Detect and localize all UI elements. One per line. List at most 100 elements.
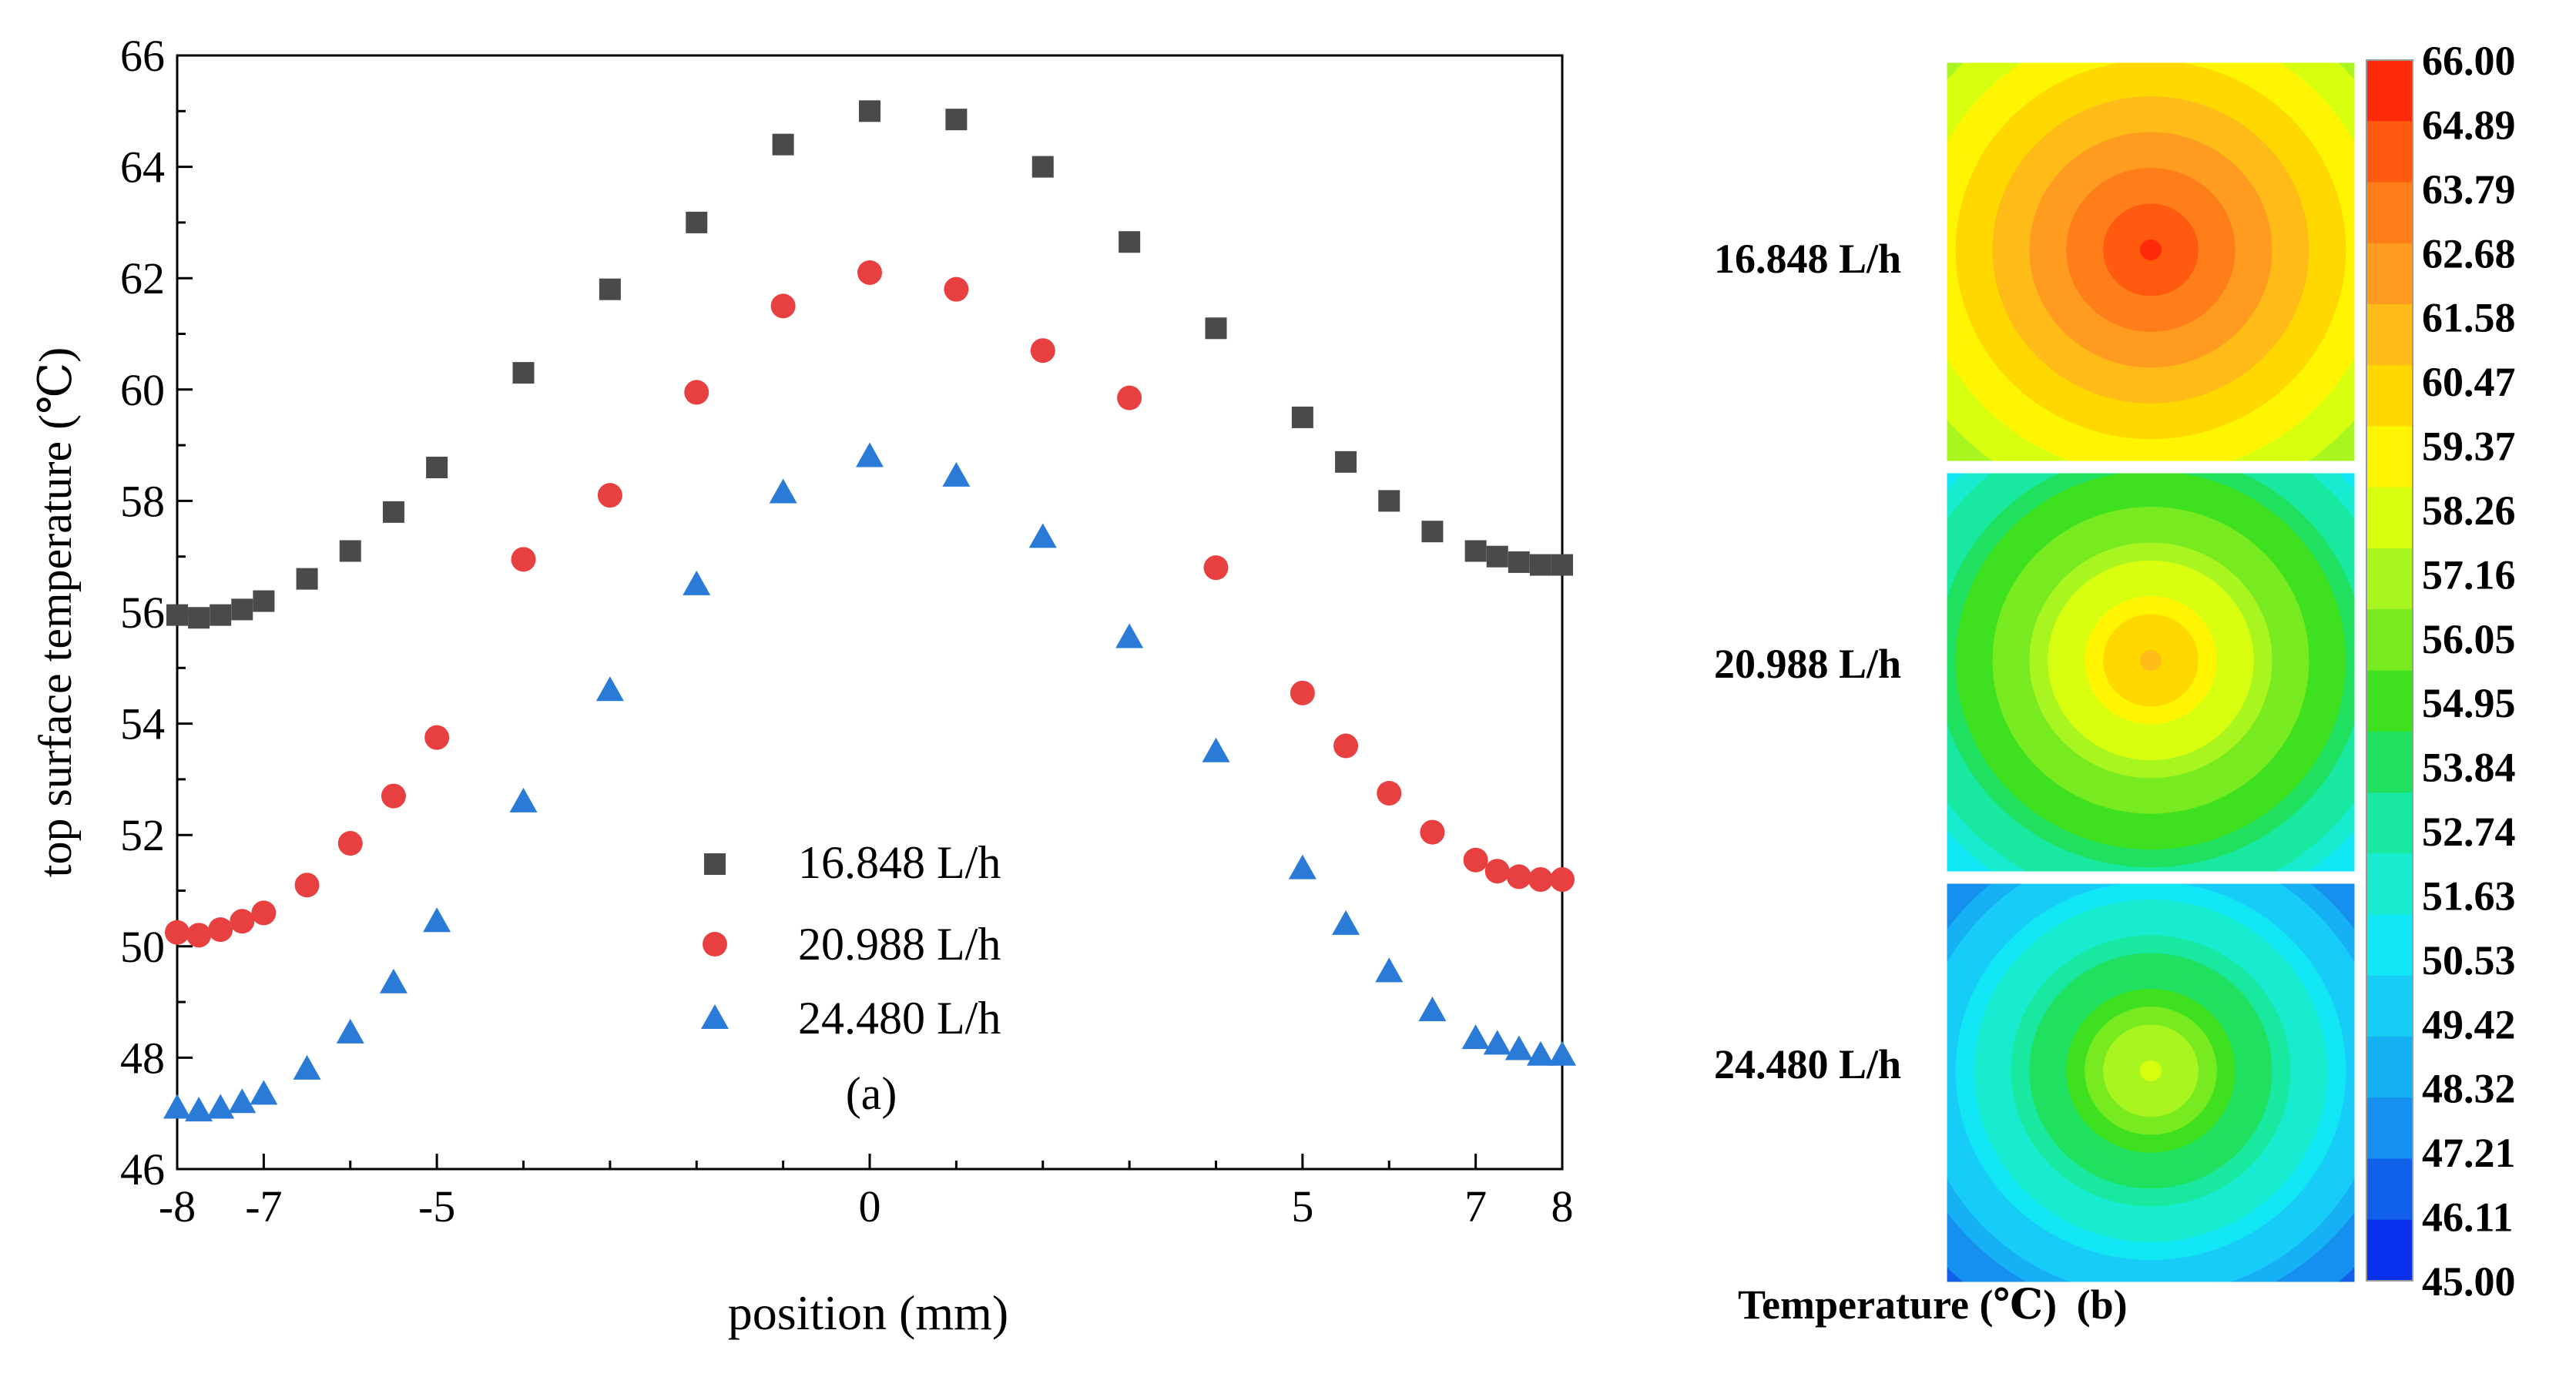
data-point (1115, 623, 1144, 648)
colorbar (2366, 60, 2413, 1282)
data-point (1484, 859, 1510, 884)
data-point (1030, 338, 1055, 364)
data-point (769, 478, 797, 504)
data-point (595, 676, 624, 702)
colorbar-tick-label: 56.05 (2422, 616, 2516, 662)
colorbar-tick-label: 45.00 (2422, 1258, 2516, 1305)
data-point (339, 540, 361, 562)
colorbar-band (2366, 243, 2413, 305)
data-point (683, 570, 711, 595)
temperature-map-0 (1946, 62, 2356, 462)
colorbar-tick-label: 54.95 (2422, 680, 2516, 726)
x-tick-label: 7 (1464, 1181, 1487, 1231)
y-tick-label: 64 (120, 142, 165, 193)
data-point (426, 457, 448, 479)
colorbar-tick-label: 59.37 (2422, 424, 2516, 470)
colorbar-band (2366, 1037, 2413, 1098)
colorbar-tick-label: 66.00 (2422, 38, 2516, 84)
data-point (1508, 551, 1530, 573)
data-point (165, 920, 190, 945)
data-point (684, 380, 709, 405)
colorbar-tick-label: 57.16 (2422, 551, 2516, 598)
y-tick-label: 52 (120, 810, 165, 860)
x-tick-label: 8 (1551, 1181, 1574, 1231)
x-tick-label: 5 (1291, 1181, 1313, 1231)
series-1 (165, 260, 1575, 948)
series-0 (166, 100, 1573, 629)
data-point (1418, 996, 1447, 1021)
legend-marker (701, 1004, 729, 1029)
legend-entry-2: 24.480 L/h (701, 993, 1001, 1044)
data-point (1504, 1035, 1533, 1060)
colorbar-band (2366, 1097, 2413, 1159)
data-point (1028, 523, 1057, 548)
data-point (1117, 385, 1142, 410)
data-point (336, 1018, 364, 1044)
colorbar-band (2366, 182, 2413, 244)
data-point (511, 547, 536, 572)
legend-label-2: 24.480 L/h (798, 993, 1001, 1044)
y-tick-label: 54 (120, 699, 165, 749)
y-axis-tick-labels: 46 48 50 52 54 56 58 60 62 64 66 (120, 31, 165, 1194)
data-point (1461, 1024, 1490, 1050)
data-point (423, 907, 451, 933)
map-frame-2 (1944, 881, 2357, 1285)
legend: 16.848 L/h 20.988 L/h 24.480 L/h (701, 837, 1001, 1044)
x-tick-label: -8 (159, 1181, 196, 1231)
colorbar-tick-label: 53.84 (2422, 745, 2516, 791)
x-axis-title: position (mm) (728, 1285, 1008, 1340)
x-tick-label: 0 (859, 1181, 881, 1231)
colorbar-tick-label: 60.47 (2422, 359, 2516, 405)
data-point (253, 590, 275, 612)
colorbar-tick-label: 47.21 (2422, 1130, 2516, 1176)
data-point (163, 1094, 191, 1119)
colorbar-tick-label: 63.79 (2422, 166, 2516, 213)
x-axis-tick-labels: -8 -7 -5 0 5 7 8 (159, 1181, 1574, 1231)
data-point (686, 211, 708, 233)
data-point (1288, 854, 1317, 879)
data-point (381, 783, 406, 809)
data-point (597, 483, 622, 508)
legend-marker-square (704, 853, 726, 875)
data-point (1464, 540, 1487, 562)
colorbar-band (2366, 853, 2413, 915)
colorbar-band (2366, 1158, 2413, 1221)
data-point (185, 1097, 213, 1122)
contour-ring (2140, 649, 2162, 671)
data-point (1333, 733, 1359, 759)
data-point (1551, 554, 1573, 576)
colorbar-tick-label: 61.58 (2422, 295, 2516, 341)
data-point (1420, 819, 1445, 845)
data-point (1291, 406, 1313, 428)
colorbar-band (2366, 60, 2413, 122)
y-tick-label: 58 (120, 476, 165, 526)
map-row-1: 20.988 L/h (1714, 471, 2357, 874)
data-point (1486, 545, 1508, 568)
colorbar-band (2366, 670, 2413, 732)
data-point (1335, 451, 1357, 473)
y-tick-label: 56 (120, 588, 165, 638)
map-label-1: 20.988 L/h (1714, 641, 1901, 687)
colorbar-tick-label: 62.68 (2422, 230, 2516, 276)
data-point (208, 917, 233, 943)
colorbar-tick-label: 50.53 (2422, 937, 2516, 983)
data-point (210, 604, 232, 626)
colorbar-band (2366, 1219, 2413, 1282)
legend-marker (703, 932, 727, 957)
data-point (1377, 780, 1402, 806)
data-point (1506, 864, 1531, 890)
y-tick-label: 62 (120, 253, 165, 303)
colorbar-band (2366, 792, 2413, 854)
data-point (1421, 521, 1444, 543)
data-point (772, 133, 794, 156)
data-point (1529, 554, 1551, 576)
data-point (599, 278, 621, 300)
legend-entry-0: 16.848 L/h (704, 837, 1001, 888)
contour-ring (2140, 239, 2162, 260)
series-2 (163, 442, 1576, 1122)
colorbar-band (2366, 914, 2413, 977)
data-point (1031, 156, 1054, 178)
legend-entry-1: 20.988 L/h (703, 919, 1001, 970)
panel-label-a: (a) (846, 1068, 897, 1119)
colorbar-tick-label: 51.63 (2422, 873, 2516, 919)
